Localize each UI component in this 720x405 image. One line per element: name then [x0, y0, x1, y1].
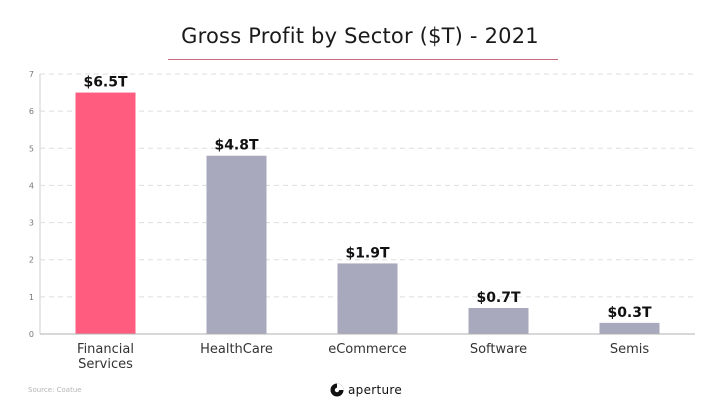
x-category-label: HealthCare — [200, 342, 273, 357]
y-tick-label: 5 — [29, 144, 34, 153]
y-tick-label: 4 — [29, 181, 34, 190]
aperture-logo-icon — [330, 383, 344, 397]
bar-value-label: $4.8T — [214, 138, 259, 154]
chart-title: Gross Profit by Sector ($T) - 2021 — [181, 24, 539, 48]
x-category-label: eCommerce — [328, 342, 407, 357]
x-category-label: Semis — [610, 342, 650, 357]
bar — [337, 263, 398, 334]
y-tick-label: 0 — [29, 330, 34, 339]
bar — [206, 155, 267, 334]
y-tick-label: 6 — [29, 107, 34, 116]
y-tick-label: 7 — [29, 70, 34, 79]
source-note: Source: Coatue — [28, 386, 82, 394]
x-category-label: Software — [470, 342, 527, 357]
y-tick-label: 2 — [29, 256, 34, 265]
y-tick-label: 1 — [29, 293, 34, 302]
x-category-label: Financial — [77, 342, 134, 357]
brand-mark: aperture — [330, 380, 402, 400]
x-category-label: Services — [78, 357, 133, 372]
title-underline — [168, 59, 558, 60]
bar — [468, 308, 529, 334]
bar — [599, 322, 660, 334]
bar-value-label: $0.7T — [476, 290, 521, 306]
bar-value-label: $0.3T — [607, 305, 652, 321]
bar — [75, 92, 136, 334]
bar-value-label: $1.9T — [345, 245, 390, 261]
bar-value-label: $6.5T — [83, 75, 128, 91]
y-tick-label: 3 — [29, 219, 34, 228]
brand-name: aperture — [348, 383, 403, 397]
